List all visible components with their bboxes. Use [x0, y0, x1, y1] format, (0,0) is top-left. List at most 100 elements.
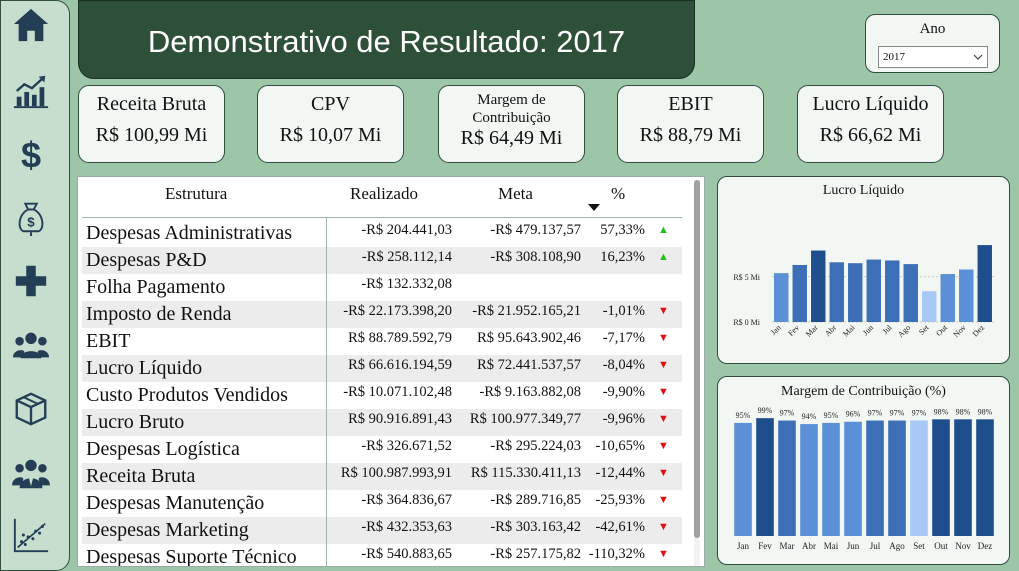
bar[interactable]: [848, 263, 863, 322]
dollar-icon: $: [21, 134, 41, 172]
row-realizado: -R$ 258.112,14: [361, 249, 452, 265]
table-row[interactable]: Imposto de Renda -R$ 22.173.398,20 -R$ 21.…: [82, 301, 682, 328]
col-header-meta[interactable]: Meta: [498, 184, 533, 203]
bar[interactable]: [903, 264, 918, 322]
row-realizado: -R$ 10.071.102,48: [343, 384, 452, 400]
bar[interactable]: [844, 421, 862, 536]
trend-down-icon: ▼: [658, 386, 669, 398]
col-header-estrutura[interactable]: Estrutura: [165, 184, 228, 203]
box-icon: [15, 392, 47, 426]
x-tick-label: Fev: [786, 323, 801, 338]
nav-health-button[interactable]: [9, 259, 53, 303]
bar[interactable]: [822, 422, 840, 536]
bar[interactable]: [888, 420, 906, 536]
trend-down-icon: ▼: [658, 440, 669, 452]
table-scrollbar-thumb[interactable]: [694, 180, 700, 538]
row-realizado: -R$ 22.173.398,20: [343, 303, 452, 319]
table-row[interactable]: Lucro Líquido R$ 66.616.194,59 R$ 72.441.5…: [82, 355, 682, 382]
bar[interactable]: [922, 291, 937, 322]
row-realizado: -R$ 326.671,52: [361, 438, 452, 454]
page-title: Demonstrativo de Resultado: 2017: [78, 0, 695, 79]
data-label: 97%: [780, 409, 795, 418]
table-row[interactable]: Despesas Manutenção -R$ 364.836,67 -R$ 289…: [82, 490, 682, 517]
x-tick-label: Jul: [881, 323, 895, 337]
bar[interactable]: [866, 420, 884, 536]
bar[interactable]: [940, 274, 955, 322]
column-divider: [326, 217, 327, 566]
x-tick-label: Mai: [841, 323, 857, 339]
trend-down-icon: ▼: [658, 494, 669, 506]
year-filter-label: Ano: [919, 21, 946, 37]
bar[interactable]: [954, 419, 972, 536]
row-pct: 16,23%: [600, 249, 645, 265]
table-row[interactable]: Receita Bruta R$ 100.987.993,91 R$ 115.330…: [82, 463, 682, 490]
x-tick-label: Ago: [889, 541, 905, 551]
bar[interactable]: [932, 419, 950, 536]
bar[interactable]: [756, 418, 774, 536]
row-realizado: -R$ 132.332,08: [361, 276, 452, 292]
bar[interactable]: [829, 262, 844, 322]
header-divider: [82, 217, 682, 218]
bar[interactable]: [792, 265, 807, 322]
table-row[interactable]: Despesas Marketing -R$ 432.353,63 -R$ 303.…: [82, 517, 682, 544]
nav-budget-button[interactable]: $: [9, 195, 53, 239]
nav-finance-button[interactable]: $: [9, 131, 53, 175]
bar[interactable]: [866, 259, 881, 322]
row-name: Custo Produtos Vendidos: [86, 384, 288, 406]
kpi-value: R$ 64,49 Mi: [460, 127, 563, 149]
bar[interactable]: [976, 419, 994, 536]
row-name: Lucro Bruto: [86, 411, 185, 433]
table-row[interactable]: Folha Pagamento -R$ 132.332,08: [82, 274, 682, 301]
table-row[interactable]: Despesas Logística -R$ 326.671,52 -R$ 295.…: [82, 436, 682, 463]
row-pct: 57,33%: [600, 222, 645, 238]
data-label: 98%: [956, 407, 971, 416]
svg-text:$: $: [21, 134, 41, 172]
trend-down-icon: ▼: [658, 467, 669, 479]
data-label: 99%: [758, 406, 773, 415]
nav-home-button[interactable]: [9, 3, 53, 47]
kpi-cpv: CPV R$ 10,07 Mi: [257, 85, 404, 163]
row-meta: -R$ 479.137,57: [490, 222, 581, 238]
x-tick-label: Out: [934, 541, 948, 551]
x-tick-label: Mai: [824, 541, 839, 551]
bar[interactable]: [811, 250, 826, 322]
bar[interactable]: [778, 420, 796, 536]
row-meta: R$ 95.643.902,46: [477, 330, 581, 346]
bar[interactable]: [774, 273, 789, 322]
x-tick-label: Out: [934, 323, 949, 338]
bar[interactable]: [800, 424, 818, 536]
nav-growth-button[interactable]: [9, 69, 53, 113]
table-row[interactable]: EBIT R$ 88.789.592,79 R$ 95.643.902,46 -7,1…: [82, 328, 682, 355]
home-icon: [13, 8, 49, 42]
table-row[interactable]: Despesas Administrativas -R$ 204.441,03 -R…: [82, 220, 682, 247]
bar[interactable]: [885, 260, 900, 322]
nav-people-button[interactable]: [9, 323, 53, 367]
bar[interactable]: [734, 422, 752, 536]
x-tick-label: Mar: [804, 323, 820, 339]
table-row[interactable]: Lucro Bruto R$ 90.916.891,43 R$ 100.977.34…: [82, 409, 682, 436]
col-header-realizado[interactable]: Realizado: [350, 184, 418, 203]
data-label: 98%: [978, 407, 993, 416]
bar[interactable]: [977, 245, 992, 322]
kpi-label: Margem de Contribuição: [472, 92, 551, 126]
x-tick-label: Nov: [952, 323, 968, 339]
nav-products-button[interactable]: [9, 387, 53, 431]
year-dropdown[interactable]: 2017: [878, 46, 988, 68]
table-row[interactable]: Despesas Suporte Técnico -R$ 540.883,65 -R…: [82, 544, 682, 566]
col-header-pct[interactable]: %: [611, 184, 626, 203]
nav-team-button[interactable]: [9, 451, 53, 495]
row-realizado: R$ 88.789.592,79: [348, 330, 452, 346]
table-row[interactable]: Despesas P&D -R$ 258.112,14 -R$ 308.108,90…: [82, 247, 682, 274]
sort-desc-icon[interactable]: [588, 204, 600, 211]
bar[interactable]: [910, 420, 928, 536]
trend-down-icon: ▼: [658, 413, 669, 425]
svg-text:$: $: [27, 215, 35, 230]
table-row[interactable]: Custo Produtos Vendidos -R$ 10.071.102,48…: [82, 382, 682, 409]
trend-down-icon: ▼: [658, 359, 669, 371]
bar[interactable]: [959, 269, 974, 322]
row-pct: -9,96%: [602, 411, 645, 427]
nav-analytics-button[interactable]: [9, 513, 53, 557]
row-name: Despesas Administrativas: [86, 222, 293, 244]
trend-down-icon: ▼: [658, 548, 669, 560]
year-filter: Ano 2017: [865, 14, 1000, 73]
